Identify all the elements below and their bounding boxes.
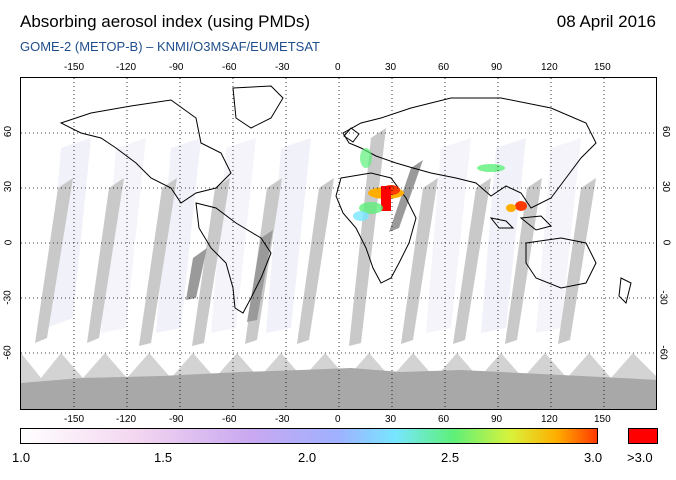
lat-tick-left: 60	[3, 125, 15, 138]
lat-tick-left: 30	[3, 180, 15, 193]
lon-tick-bottom: 30	[385, 414, 397, 425]
lon-tick-bottom: -120	[116, 414, 137, 425]
lat-tick-right: 0	[660, 239, 672, 246]
lon-tick-bottom: 120	[541, 414, 558, 425]
lon-tick-bottom: -30	[275, 414, 290, 425]
lon-tick-top: -90	[169, 62, 184, 73]
lon-tick-top: 30	[385, 62, 397, 73]
lon-tick-top: -120	[116, 62, 137, 73]
lon-tick-top: 150	[594, 62, 611, 73]
lon-tick-top: -60	[222, 62, 237, 73]
map-subtitle: GOME-2 (METOP-B) – KNMI/O3MSAF/EUMETSAT	[20, 39, 320, 54]
colorbar-label: 1.5	[154, 450, 173, 465]
map-canvas	[21, 78, 656, 409]
lon-tick-top: -30	[275, 62, 290, 73]
lat-tick-left: 0	[3, 239, 15, 246]
world-map	[20, 77, 657, 410]
lon-tick-top: 120	[541, 62, 558, 73]
colorbar-label: 2.5	[441, 450, 460, 465]
map-date: 08 April 2016	[556, 12, 656, 31]
lon-tick-top: 90	[491, 62, 503, 73]
lon-tick-top: 0	[335, 62, 341, 73]
lat-tick-right: 30	[660, 180, 672, 193]
lat-tick-left: -60	[2, 345, 14, 360]
map-title: Absorbing aerosol index (using PMDs)	[20, 12, 311, 31]
lon-tick-bottom: 90	[491, 414, 503, 425]
lon-tick-bottom: -150	[64, 414, 85, 425]
colorbar-label: 2.0	[298, 450, 317, 465]
lon-tick-top: -150	[64, 62, 85, 73]
lat-tick-right: -30	[657, 290, 669, 305]
lat-tick-right: 60	[660, 125, 672, 138]
lon-tick-bottom: 150	[594, 414, 611, 425]
lon-tick-bottom: 60	[438, 414, 450, 425]
colorbar-over-label: >3.0	[627, 450, 653, 465]
lat-tick-right: -60	[657, 345, 669, 360]
colorbar	[20, 428, 598, 444]
colorbar-label: 3.0	[584, 450, 603, 465]
lon-tick-top: 60	[438, 62, 450, 73]
lon-tick-bottom: -90	[169, 414, 184, 425]
lon-tick-bottom: 0	[335, 414, 341, 425]
colorbar-over-swatch	[628, 428, 658, 444]
lat-tick-left: -30	[2, 290, 14, 305]
lon-tick-bottom: -60	[222, 414, 237, 425]
colorbar-label: 1.0	[12, 450, 31, 465]
